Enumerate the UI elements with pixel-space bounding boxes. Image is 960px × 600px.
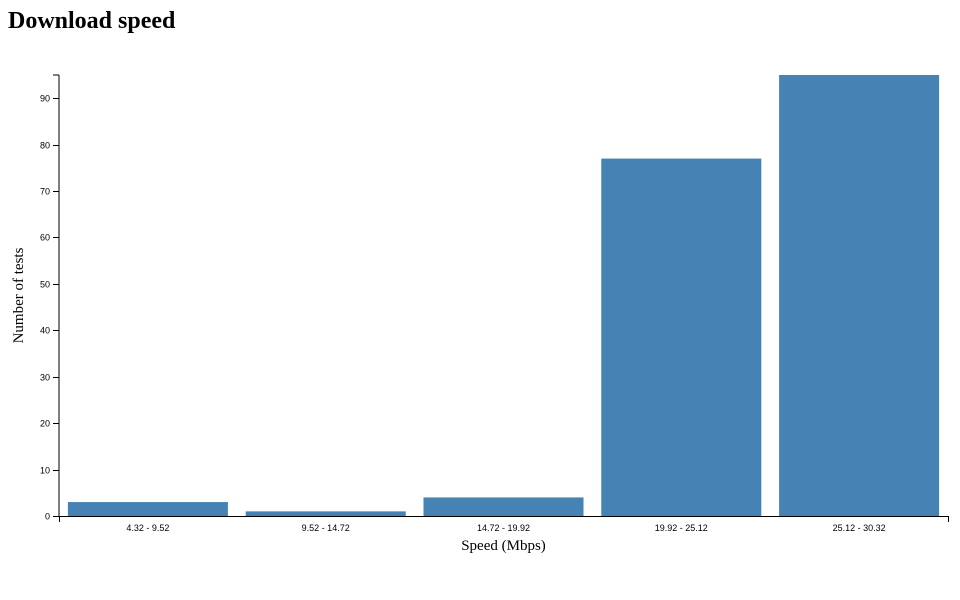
y-axis-title: Number of tests xyxy=(11,247,27,343)
y-tick-label: 60 xyxy=(40,233,50,243)
page-title: Download speed xyxy=(8,8,176,34)
x-tick-label: 19.92 - 25.12 xyxy=(655,523,708,533)
x-tick-label: 9.52 - 14.72 xyxy=(302,523,350,533)
bar-2 xyxy=(245,511,406,516)
y-axis: 0 10 20 30 40 50 60 70 80 90 xyxy=(40,74,60,522)
x-tick-label: 25.12 - 30.32 xyxy=(833,523,886,533)
bar-5 xyxy=(779,75,940,516)
x-axis-title: Speed (Mbps) xyxy=(461,538,546,554)
y-tick-label: 0 xyxy=(45,512,50,522)
bar-1 xyxy=(67,502,228,516)
y-tick-label: 10 xyxy=(40,466,50,476)
bars xyxy=(67,75,940,516)
bar-3 xyxy=(423,497,584,516)
bar-4 xyxy=(601,158,762,516)
y-tick-label: 90 xyxy=(40,94,50,104)
y-tick-label: 40 xyxy=(40,326,50,336)
y-tick-label: 50 xyxy=(40,280,50,290)
x-tick-label: 14.72 - 19.92 xyxy=(477,523,530,533)
x-tick-label: 4.32 - 9.52 xyxy=(126,523,169,533)
y-tick-label: 80 xyxy=(40,141,50,151)
x-axis: 4.32 - 9.52 9.52 - 14.72 14.72 - 19.92 19.9… xyxy=(59,516,949,533)
y-tick-label: 70 xyxy=(40,187,50,197)
y-tick-label: 30 xyxy=(40,373,50,383)
y-tick-label: 20 xyxy=(40,419,50,429)
